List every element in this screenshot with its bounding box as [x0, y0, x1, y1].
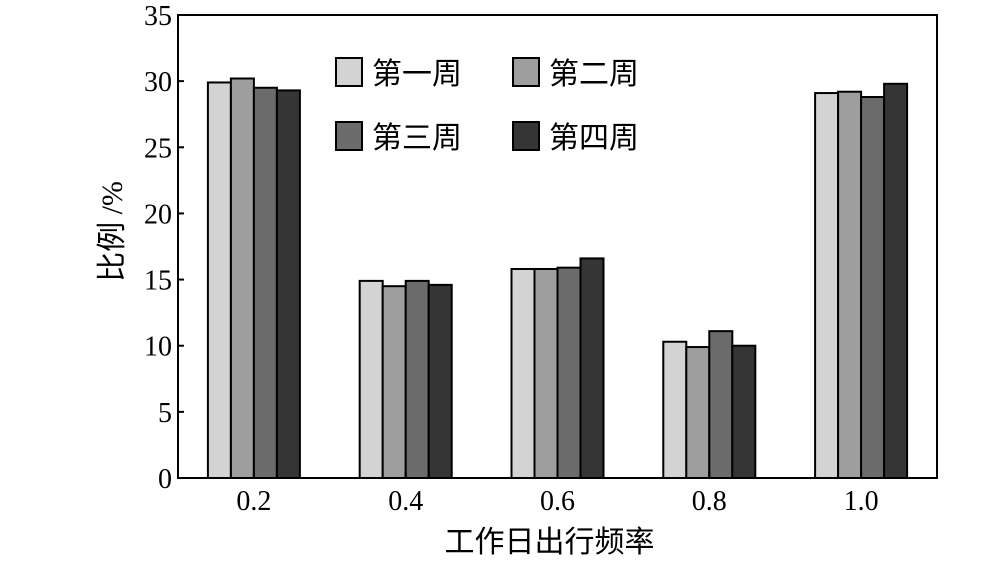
bar-0.8-series-4 [731, 344, 757, 480]
bar-0.2-series-3 [252, 86, 278, 479]
axis-ticks: 0 5 10 15 20 25 30 35 0.2 0.4 0.6 0.8 1.0 [144, 1, 879, 517]
bar-0.4-series-2 [381, 285, 407, 479]
bar-1.0-series-3 [860, 96, 886, 479]
x-axis-title: 工作日出行频率 [445, 526, 655, 559]
legend-swatch [335, 121, 363, 151]
bar-0.2-series-4 [275, 89, 301, 479]
bar-0.2-series-1 [206, 81, 232, 479]
y-axis-title: 比例 /% [96, 181, 129, 282]
legend-label: 第一周 [372, 58, 462, 91]
bar-0.8-series-3 [708, 330, 734, 480]
legend-label: 第三周 [372, 122, 462, 155]
legend-label: 第四周 [549, 122, 639, 155]
bar-0.6-series-3 [556, 266, 582, 479]
y-tick-label: 15 [144, 266, 172, 297]
bar-0.4-series-4 [427, 283, 453, 479]
y-tick-label: 10 [144, 332, 172, 363]
bar-0.4-series-1 [358, 279, 384, 479]
bar-1.0-series-4 [883, 82, 909, 479]
x-tick-label: 0.2 [236, 486, 271, 517]
y-tick-label: 20 [144, 199, 172, 230]
bars-layer [206, 77, 909, 480]
bar-0.6-series-4 [579, 257, 605, 479]
y-tick-label: 30 [144, 67, 172, 98]
x-tick-label: 0.6 [540, 486, 575, 517]
x-tick-label: 0.4 [388, 486, 423, 517]
bar-0.8-series-2 [685, 346, 711, 479]
bar-1.0-series-1 [814, 92, 840, 479]
bar-0.6-series-1 [510, 267, 536, 480]
legend-swatch [335, 57, 363, 87]
bar-0.4-series-3 [404, 279, 430, 479]
legend-swatch [512, 57, 540, 87]
y-tick-label: 0 [158, 464, 172, 495]
y-tick-label: 5 [158, 398, 172, 429]
bar-1.0-series-2 [837, 90, 863, 480]
bar-0.8-series-1 [662, 340, 688, 480]
bar-0.6-series-2 [533, 267, 559, 480]
bar-0.2-series-2 [229, 77, 255, 480]
y-tick-label: 25 [144, 133, 172, 164]
legend-label: 第二周 [549, 58, 639, 91]
x-tick-label: 0.8 [692, 486, 727, 517]
x-tick-label: 1.0 [844, 486, 879, 517]
y-tick-label: 35 [144, 1, 172, 32]
legend-swatch [512, 121, 540, 151]
